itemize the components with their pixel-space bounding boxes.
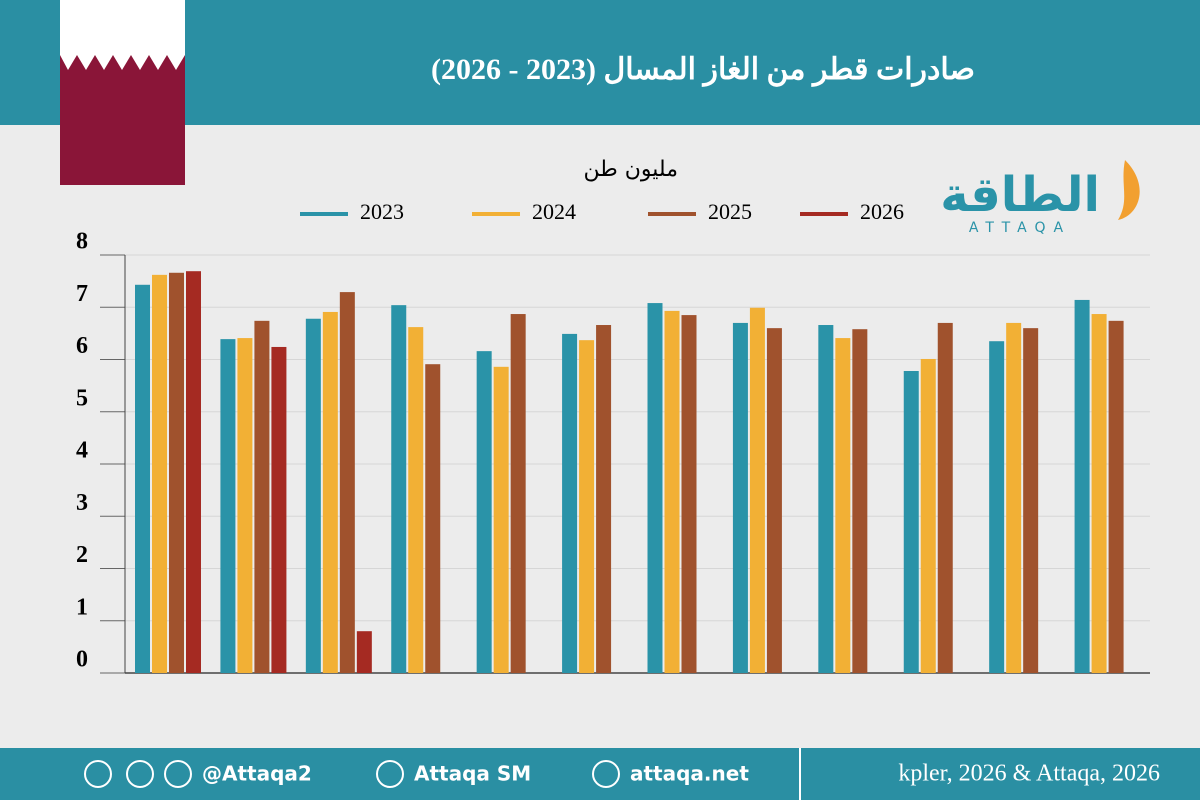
- bar: [152, 274, 167, 673]
- bar: [1006, 322, 1022, 673]
- bar: [356, 631, 372, 673]
- bar: [186, 271, 201, 673]
- y-tick-label: 2: [76, 542, 88, 568]
- bar: [989, 341, 1005, 673]
- bar: [749, 307, 765, 673]
- bar: [254, 320, 270, 673]
- bar: [408, 327, 424, 673]
- bar: [1091, 314, 1107, 673]
- header-band: [0, 0, 1200, 125]
- y-tick-label: 1: [76, 594, 88, 620]
- y-tick-label: 5: [76, 385, 88, 411]
- bar: [596, 325, 612, 673]
- y-tick-label: 8: [76, 229, 88, 255]
- bar: [425, 364, 441, 673]
- bar: [271, 346, 287, 673]
- footer-band: [0, 748, 1200, 800]
- logo-text: الطاقة: [940, 167, 1100, 223]
- bar: [1074, 299, 1090, 673]
- legend-label: 2025: [708, 199, 752, 224]
- bar: [818, 325, 834, 673]
- y-tick-label: 4: [76, 438, 88, 464]
- bar: [647, 303, 663, 673]
- footer-youtube: Attaqa SM: [414, 762, 531, 786]
- bar: [339, 292, 355, 673]
- bar: [391, 305, 407, 673]
- social-icons: [84, 760, 620, 788]
- y-axis-label: مليون طن: [584, 157, 678, 182]
- bar: [1108, 320, 1124, 673]
- bar: [493, 366, 509, 673]
- legend-label: 2023: [360, 199, 404, 224]
- y-tick-label: 0: [76, 647, 88, 673]
- bar: [169, 272, 184, 673]
- bar: [135, 284, 150, 673]
- bar: [579, 340, 595, 673]
- bar: [766, 328, 782, 673]
- source: kpler, 2026 & Attaqa, 2026: [898, 761, 1160, 787]
- bar: [835, 338, 851, 673]
- bar: [510, 314, 526, 673]
- bar: [664, 310, 680, 673]
- bar: [305, 318, 321, 673]
- bar: [681, 315, 697, 673]
- bar: [732, 322, 748, 673]
- chart-title: صادرات قطر من الغاز المسال (2023 - 2026): [431, 53, 975, 87]
- y-tick-label: 7: [76, 281, 88, 307]
- bar: [920, 358, 936, 673]
- legend-label: 2026: [860, 199, 904, 224]
- footer-handle: @Attaqa2: [202, 762, 312, 786]
- bar: [903, 370, 919, 673]
- bar: [1023, 328, 1039, 673]
- y-tick-label: 3: [76, 490, 88, 516]
- bar: [562, 333, 578, 673]
- bar: [852, 329, 868, 673]
- bar: [237, 338, 253, 673]
- bar: [220, 339, 236, 673]
- y-tick-label: 6: [76, 333, 88, 359]
- legend-label: 2024: [532, 199, 576, 224]
- footer-site: attaqa.net: [630, 762, 749, 786]
- bar: [322, 311, 338, 673]
- bar: [476, 351, 492, 673]
- flag: [60, 0, 185, 185]
- logo-latin: ATTAQA: [969, 220, 1071, 236]
- logo: الطاقة ATTAQA: [940, 160, 1140, 236]
- bar: [937, 322, 953, 673]
